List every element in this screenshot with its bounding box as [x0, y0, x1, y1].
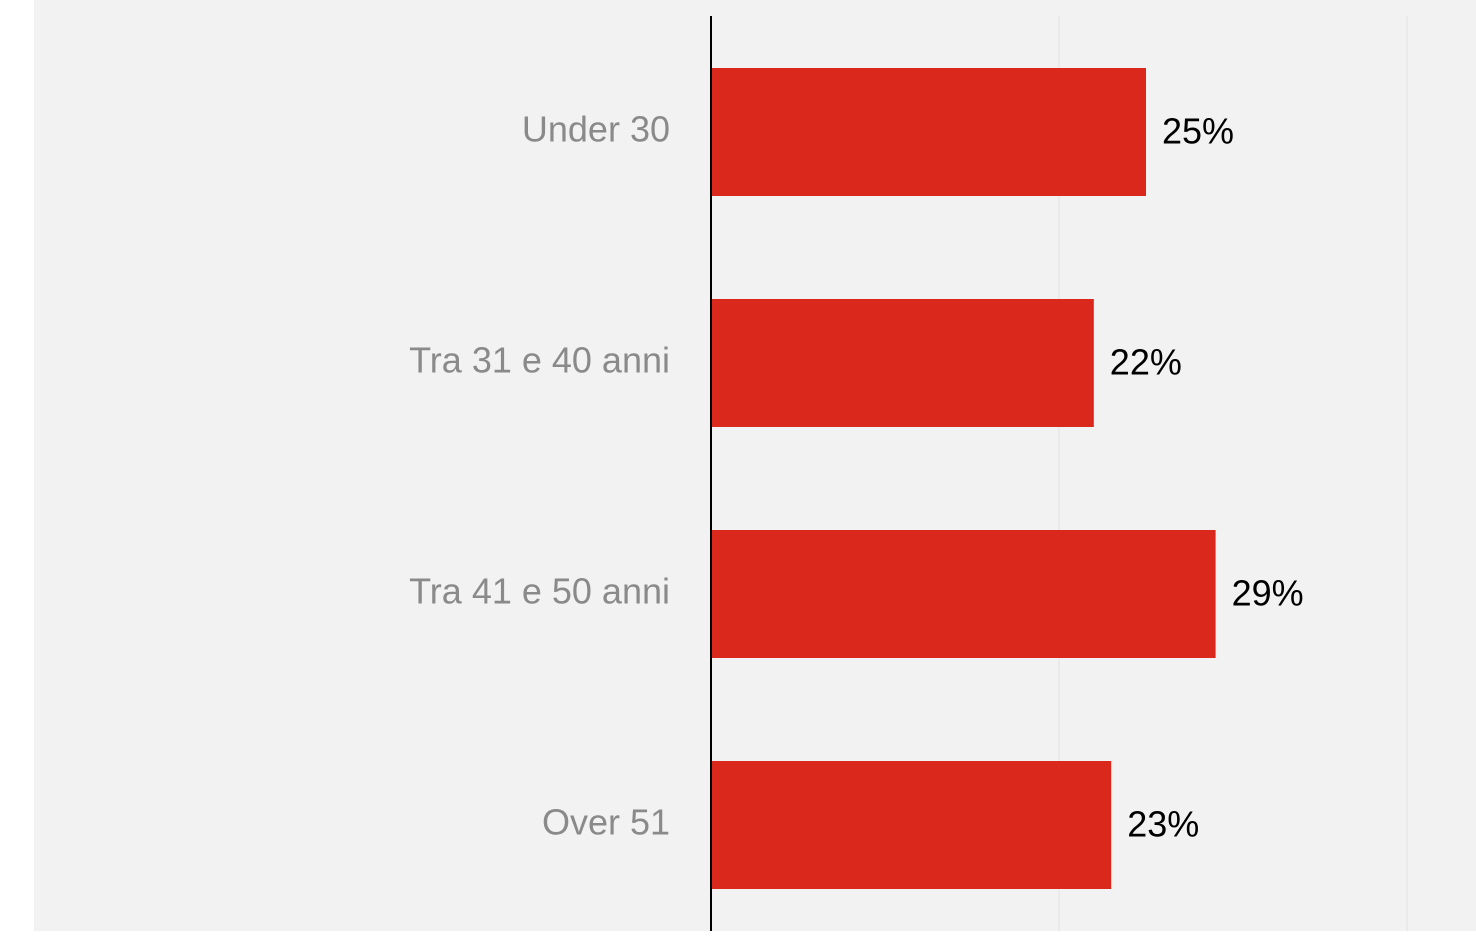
value-label-3: 23%	[1127, 804, 1199, 845]
bar-0	[711, 68, 1146, 196]
category-label-0: Under 30	[522, 109, 670, 150]
value-labels: 25% 22% 29% 23%	[1110, 111, 1304, 845]
bar-3	[711, 761, 1112, 889]
category-label-1: Tra 31 e 40 anni	[409, 340, 670, 381]
value-label-1: 22%	[1110, 342, 1182, 383]
value-label-0: 25%	[1162, 111, 1234, 152]
bar-1	[711, 299, 1094, 427]
bars	[711, 68, 1216, 889]
category-labels: Under 30 Tra 31 e 40 anni Tra 41 e 50 anni…	[409, 109, 670, 843]
category-label-3: Over 51	[542, 802, 670, 843]
value-label-2: 29%	[1232, 573, 1304, 614]
category-label-2: Tra 41 e 50 anni	[409, 571, 670, 612]
bar-2	[711, 530, 1216, 658]
